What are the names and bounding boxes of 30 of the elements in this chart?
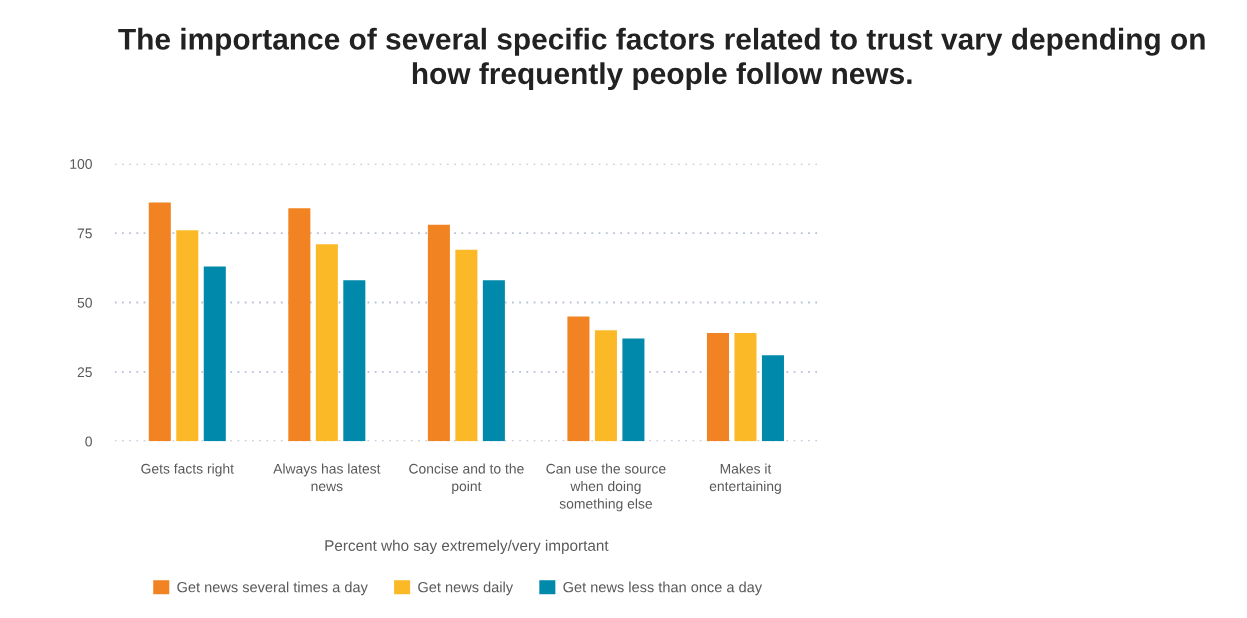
bar bbox=[288, 208, 311, 442]
x-tick-label: Gets facts right bbox=[141, 463, 234, 477]
y-tick-label: 25 bbox=[77, 367, 92, 378]
bar bbox=[427, 224, 450, 442]
bar bbox=[761, 355, 784, 442]
bar bbox=[622, 338, 645, 442]
x-tick-label: Always has latest news bbox=[273, 463, 381, 492]
x-tick-label: Concise and to the point bbox=[409, 463, 524, 494]
bar bbox=[176, 230, 199, 442]
x-tick-label: Makes it entertaining bbox=[709, 463, 781, 494]
legend-label: Get news less than once a day bbox=[563, 581, 763, 596]
x-axis-title: Percent who say extremely/very important bbox=[325, 539, 609, 554]
bar bbox=[455, 249, 478, 442]
y-tick-label: 0 bbox=[85, 436, 92, 447]
bar bbox=[734, 333, 757, 442]
bar bbox=[148, 202, 171, 442]
bar bbox=[203, 266, 226, 442]
bar bbox=[343, 280, 366, 442]
bar bbox=[594, 330, 617, 442]
legend-label: Get news daily bbox=[418, 581, 514, 596]
y-tick-label: 100 bbox=[70, 159, 92, 169]
y-tick-label: 75 bbox=[77, 228, 92, 239]
bar bbox=[315, 244, 338, 442]
bar bbox=[482, 280, 505, 442]
x-tick-label: Can use the source when doing something else bbox=[546, 463, 666, 512]
bar bbox=[706, 333, 729, 442]
bar bbox=[567, 316, 590, 442]
legend-label: Get news several times a day bbox=[177, 581, 368, 596]
chart-title: The importance of several specific factors related to trust vary depending on how frequently people follow news. bbox=[118, 27, 1205, 91]
y-tick-label: 50 bbox=[77, 297, 92, 308]
